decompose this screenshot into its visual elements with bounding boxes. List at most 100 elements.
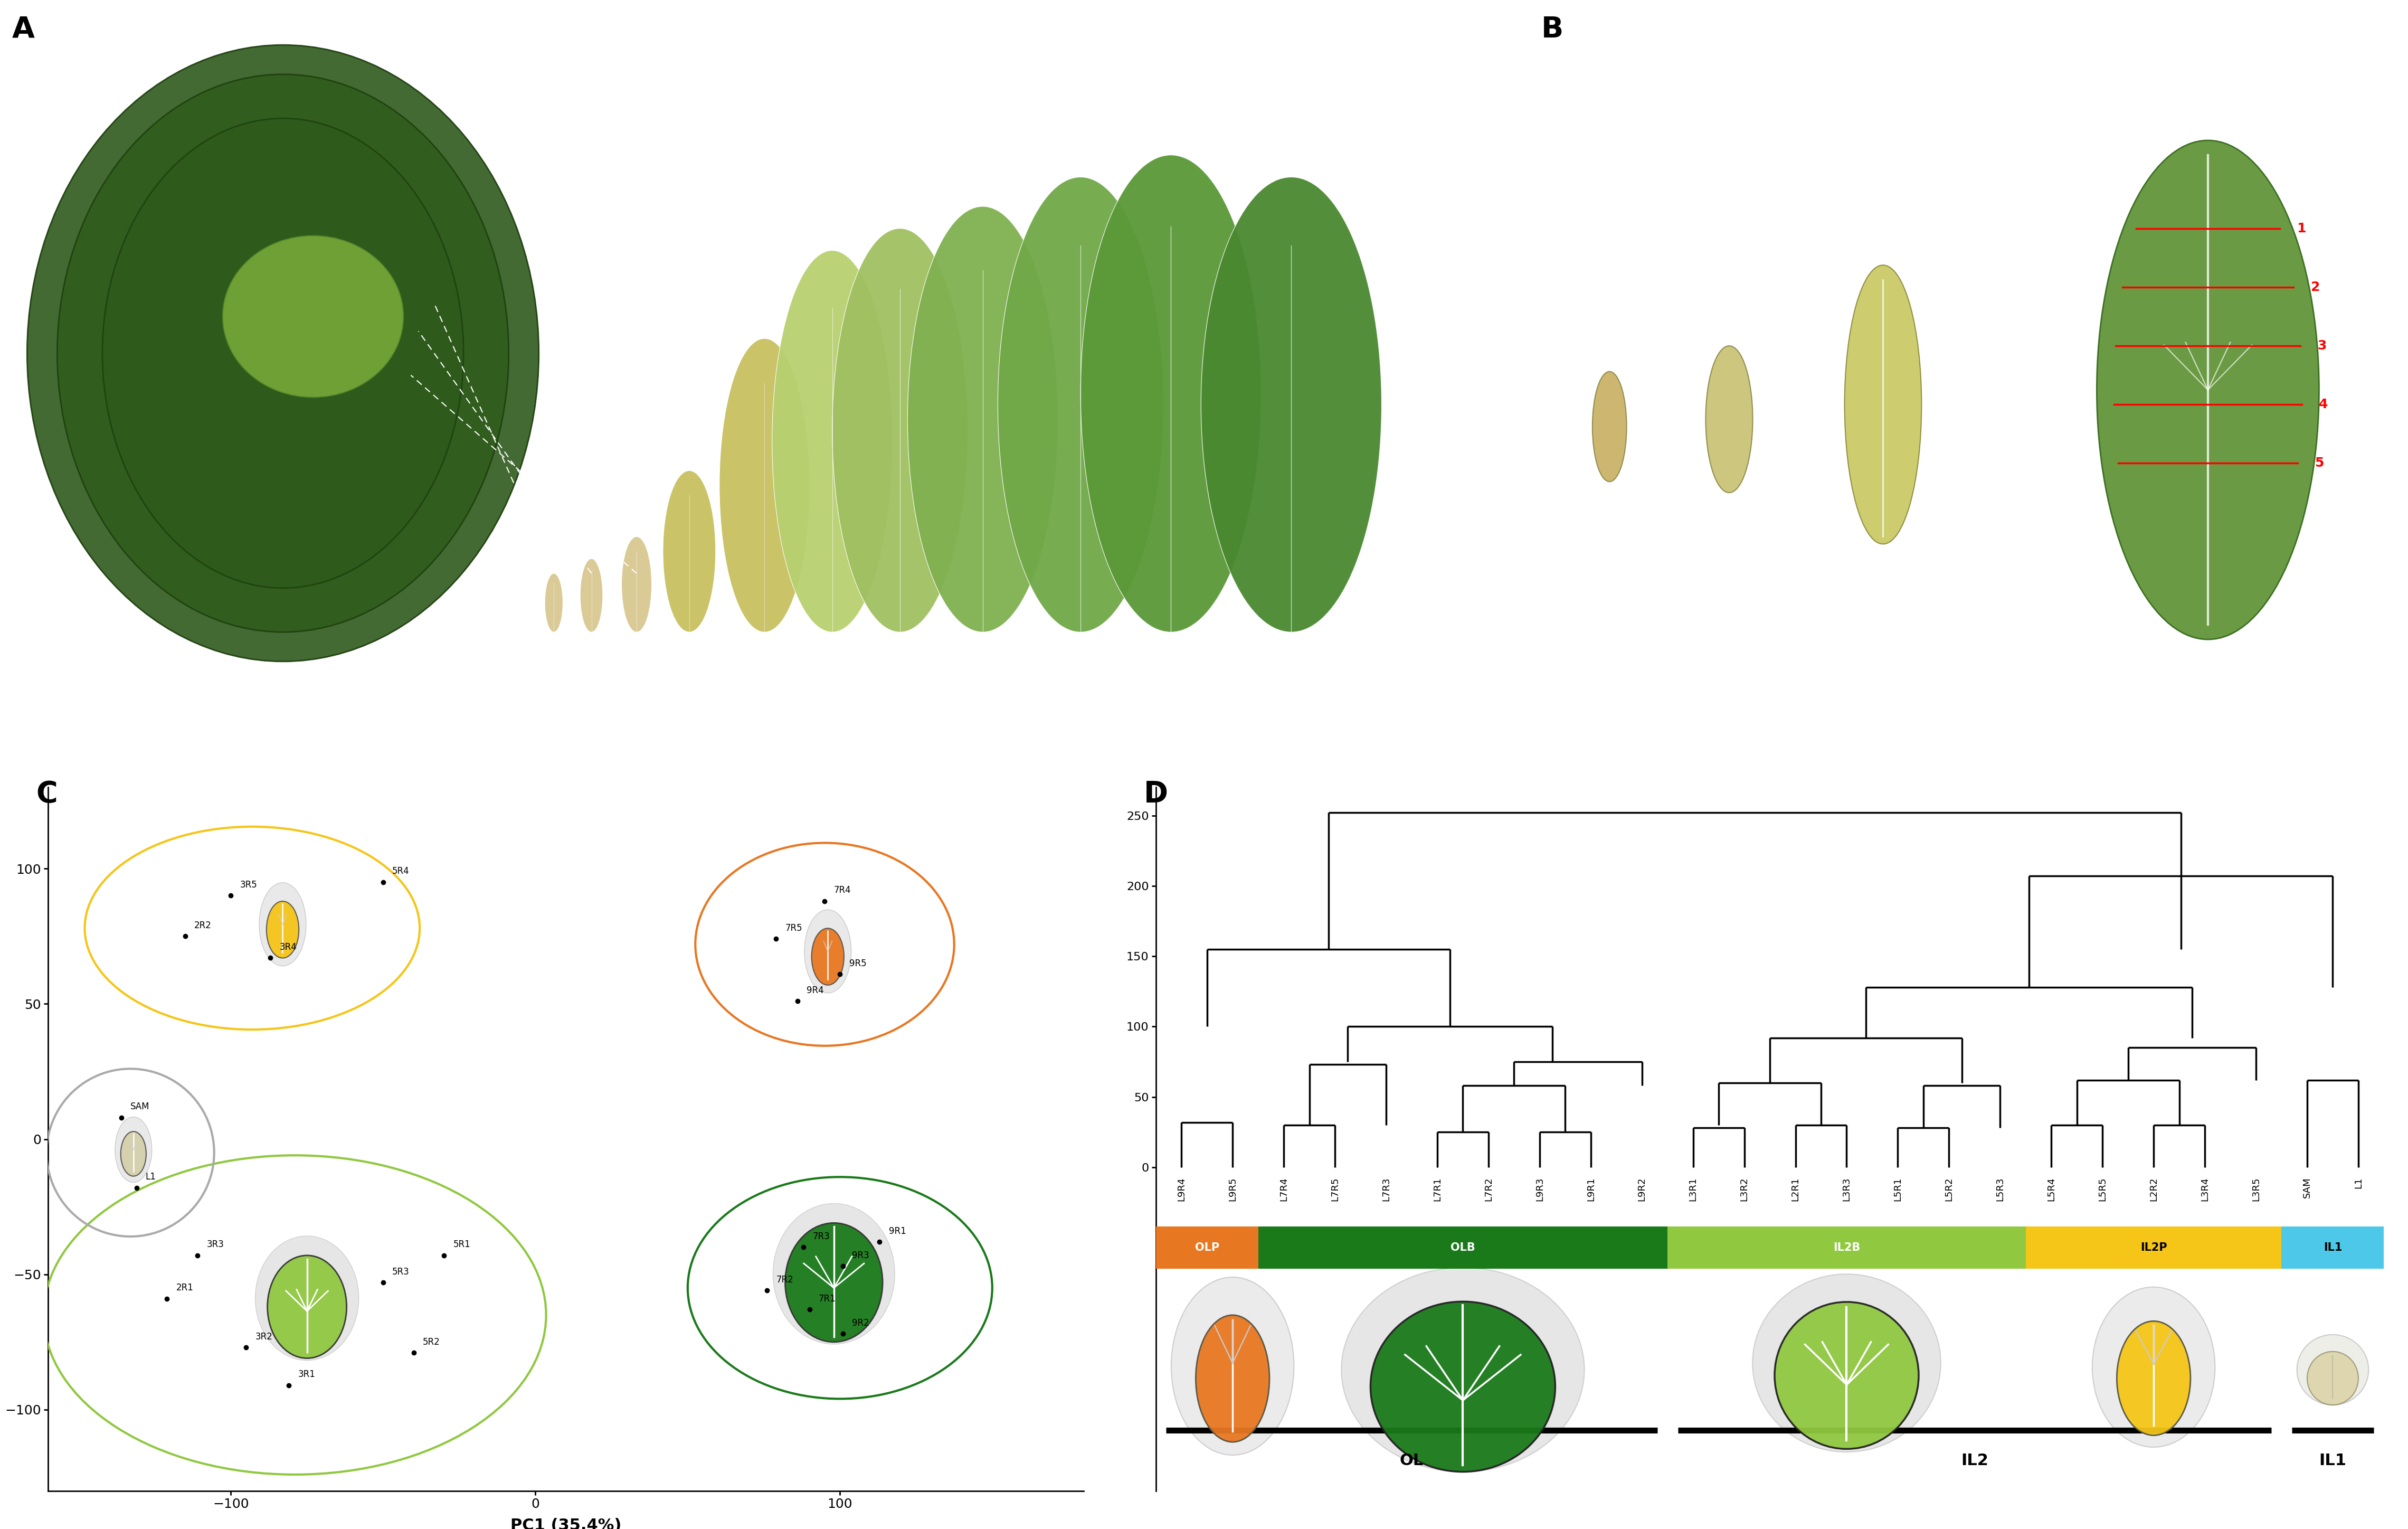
- Text: 3R2: 3R2: [255, 1332, 272, 1341]
- Text: L7: L7: [975, 648, 990, 659]
- Text: L5R2: L5R2: [1943, 1177, 1953, 1202]
- Ellipse shape: [544, 573, 563, 631]
- Text: L7R5: L7R5: [1329, 1177, 1339, 1202]
- Ellipse shape: [1775, 1301, 1919, 1449]
- Ellipse shape: [2097, 141, 2319, 639]
- Ellipse shape: [720, 338, 809, 631]
- Text: L10: L10: [1279, 648, 1303, 659]
- Text: 7R1: 7R1: [819, 1294, 836, 1304]
- Text: L7R4: L7R4: [1279, 1177, 1288, 1202]
- Text: 3R5: 3R5: [241, 881, 258, 890]
- Ellipse shape: [1705, 346, 1753, 492]
- Text: L2R2: L2R2: [2148, 1177, 2158, 1202]
- X-axis label: PC1 (35.4%): PC1 (35.4%): [510, 1518, 621, 1529]
- Text: IL2B: IL2B: [1832, 1242, 1859, 1252]
- Text: L5R3: L5R3: [1996, 1177, 2006, 1202]
- Text: 9R1: 9R1: [889, 1226, 905, 1235]
- Text: L3R1: L3R1: [1688, 1177, 1698, 1202]
- Ellipse shape: [260, 882, 306, 966]
- Text: L7R1: L7R1: [1433, 1177, 1442, 1202]
- Text: 9R3: 9R3: [852, 1251, 869, 1260]
- Ellipse shape: [773, 251, 893, 631]
- Text: ✓: ✓: [681, 691, 696, 706]
- Ellipse shape: [621, 537, 653, 631]
- Text: L7R2: L7R2: [1483, 1177, 1493, 1202]
- Ellipse shape: [785, 1223, 884, 1342]
- Text: SAM: SAM: [539, 648, 568, 659]
- Text: 3R1: 3R1: [299, 1370, 315, 1379]
- Text: L9R4: L9R4: [1178, 1177, 1187, 1202]
- Ellipse shape: [255, 1235, 359, 1361]
- Ellipse shape: [1592, 372, 1625, 482]
- Text: L5R4: L5R4: [2047, 1177, 2056, 1202]
- Ellipse shape: [1341, 1268, 1584, 1472]
- Text: L3R4: L3R4: [2201, 1177, 2211, 1202]
- Ellipse shape: [116, 1116, 152, 1182]
- Text: C: C: [36, 780, 58, 809]
- Text: 9R2: 9R2: [852, 1318, 869, 1327]
- Text: ✓: ✓: [585, 691, 597, 706]
- Ellipse shape: [1202, 177, 1382, 631]
- Text: OL: OL: [1399, 1453, 1423, 1468]
- Text: OLB: OLB: [1450, 1242, 1476, 1252]
- Ellipse shape: [1370, 1301, 1556, 1472]
- Text: 5R3: 5R3: [393, 1268, 409, 1277]
- Text: ✓: ✓: [547, 691, 561, 706]
- Text: D: D: [1144, 780, 1168, 809]
- Text: L1: L1: [583, 648, 600, 659]
- Bar: [2283, 1226, 2384, 1269]
- Text: OLP: OLP: [1194, 1242, 1218, 1252]
- Ellipse shape: [908, 206, 1057, 631]
- Ellipse shape: [580, 558, 602, 631]
- Ellipse shape: [997, 177, 1163, 631]
- Text: L3R3: L3R3: [1842, 1177, 1852, 1202]
- Ellipse shape: [58, 75, 508, 631]
- Text: L8: L8: [1074, 648, 1088, 659]
- Text: 7R4: 7R4: [833, 885, 850, 894]
- Text: L9: L9: [1163, 648, 1178, 659]
- Ellipse shape: [267, 1255, 347, 1358]
- Bar: [2025, 1226, 2283, 1269]
- Text: 7R3: 7R3: [811, 1232, 831, 1242]
- Ellipse shape: [804, 910, 852, 992]
- Text: L2: L2: [628, 648, 645, 659]
- Text: IL2: IL2: [1960, 1453, 1989, 1468]
- Text: 5R4: 5R4: [393, 867, 409, 876]
- Text: 7R5: 7R5: [785, 924, 802, 933]
- Text: L7R3: L7R3: [1382, 1177, 1392, 1202]
- Ellipse shape: [811, 928, 843, 985]
- Ellipse shape: [1753, 1274, 1941, 1453]
- Text: L3-L9: L3-L9: [2220, 691, 2264, 705]
- Ellipse shape: [833, 228, 968, 631]
- Ellipse shape: [2117, 1321, 2191, 1436]
- Text: L5R1: L5R1: [1893, 1177, 1902, 1202]
- Ellipse shape: [2297, 1335, 2369, 1405]
- Text: L5R5: L5R5: [2097, 1177, 2107, 1202]
- Text: 1: 1: [2297, 222, 2307, 235]
- Text: 3R4: 3R4: [279, 942, 296, 953]
- Ellipse shape: [101, 118, 462, 589]
- Text: SAM: SAM: [130, 1102, 149, 1112]
- Text: A: A: [12, 15, 34, 44]
- Text: 7R2: 7R2: [775, 1275, 792, 1284]
- Text: 9R4: 9R4: [807, 986, 824, 995]
- Text: L2: L2: [1890, 691, 1910, 705]
- Bar: [1666, 1226, 2025, 1269]
- Text: 2R2: 2R2: [195, 920, 212, 930]
- Ellipse shape: [120, 1131, 147, 1176]
- Text: SAM: SAM: [2302, 1177, 2312, 1199]
- Text: L9R2: L9R2: [1637, 1177, 1647, 1202]
- Text: IL1: IL1: [2319, 1453, 2345, 1468]
- Text: 3: 3: [2316, 339, 2326, 352]
- Text: IL2P: IL2P: [2141, 1242, 2167, 1252]
- Text: 9R5: 9R5: [850, 959, 867, 968]
- Text: L2R1: L2R1: [1792, 1177, 1801, 1202]
- Ellipse shape: [1197, 1315, 1269, 1442]
- Text: L3: L3: [681, 648, 696, 659]
- Ellipse shape: [1845, 265, 1922, 544]
- Text: L1: L1: [2353, 1177, 2362, 1188]
- Ellipse shape: [662, 471, 715, 631]
- Text: 5R1: 5R1: [453, 1240, 470, 1249]
- Text: L9R5: L9R5: [1228, 1177, 1238, 1202]
- Text: L3R5: L3R5: [2251, 1177, 2261, 1202]
